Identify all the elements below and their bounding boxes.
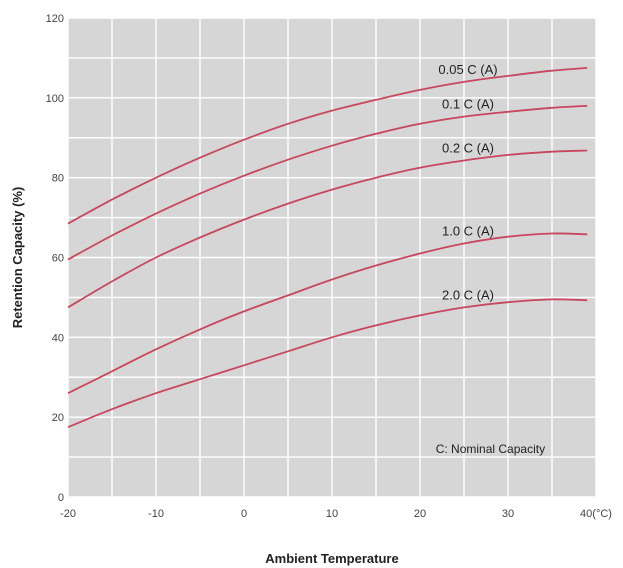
x-tick-label: 40(°C)	[580, 508, 612, 520]
series-label: 0.1 C (A)	[442, 97, 494, 112]
grid-lines	[67, 17, 597, 498]
y-tick-label: 120	[46, 13, 64, 25]
x-tick-label: 30	[502, 508, 514, 520]
series-line	[67, 232, 588, 395]
series-line	[67, 67, 588, 225]
y-axis-title: Retention Capacity (%)	[10, 187, 25, 329]
nominal-capacity-note: C: Nominal Capacity	[436, 442, 545, 456]
x-tick-label: 10	[326, 508, 338, 520]
tick-labels: -20 -10 0 10 20 30 40(°C) 0 20 40 60 80 100 120	[46, 13, 612, 520]
series-line	[67, 298, 588, 428]
series-line	[67, 149, 588, 309]
series-label: 2.0 C (A)	[442, 287, 494, 302]
y-tick-label: 20	[52, 412, 64, 424]
y-tick-label: 0	[58, 492, 64, 504]
series-label: 0.2 C (A)	[442, 141, 494, 156]
x-tick-label: -20	[60, 508, 76, 520]
series-lines	[67, 67, 588, 428]
y-tick-label: 60	[52, 253, 64, 265]
x-tick-label: -10	[148, 508, 164, 520]
x-tick-label: 0	[241, 508, 247, 520]
series-label: 1.0 C (A)	[442, 224, 494, 239]
series-line	[67, 104, 588, 261]
y-tick-label: 100	[46, 93, 64, 105]
y-tick-label: 80	[52, 173, 64, 185]
series-label: 0.05 C (A)	[438, 62, 497, 77]
y-tick-label: 40	[52, 332, 64, 344]
x-tick-label: 20	[414, 508, 426, 520]
x-axis-title: Ambient Temperature	[265, 551, 398, 566]
series-labels: 0.05 C (A) 0.1 C (A) 0.2 C (A) 1.0 C (A) 2.0…	[438, 62, 497, 303]
